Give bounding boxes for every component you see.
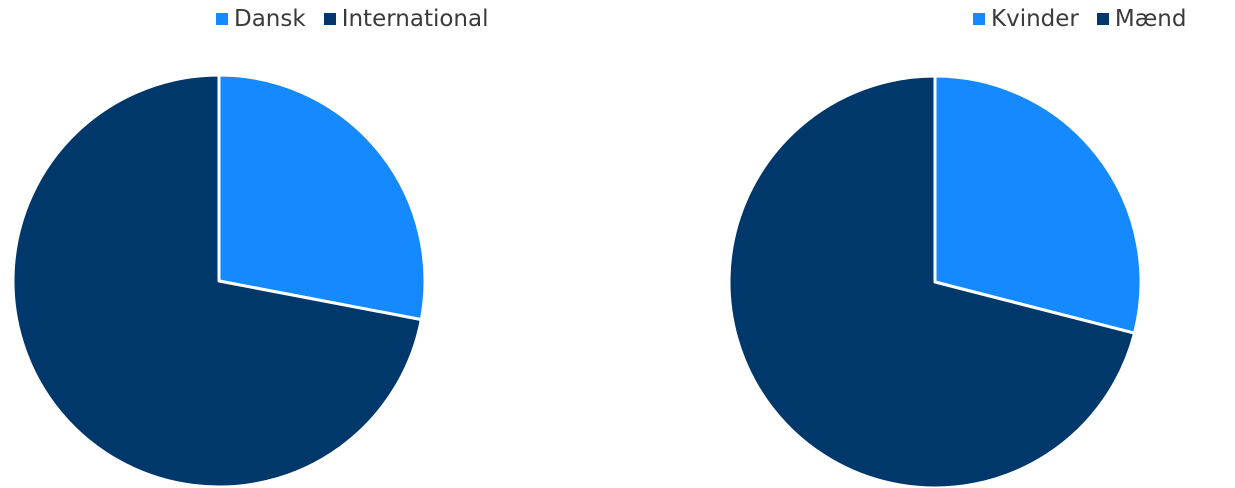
legend-swatch-maend [1096, 13, 1109, 25]
legend-swatch-dansk [216, 13, 228, 25]
legend-swatch-kvinder [973, 13, 985, 25]
pie-svg [11, 73, 427, 488]
pie-chart-gender: Kvinder Mænd [700, 0, 1235, 488]
pie-chart-nationality: Dansk International [0, 0, 560, 488]
legend: Dansk International [216, 6, 488, 32]
legend-label-international: International [341, 6, 489, 32]
legend-label-kvinder: Kvinder [991, 6, 1079, 32]
pie-slice-international [11, 73, 423, 488]
legend-label-maend: Mænd [1114, 6, 1187, 32]
legend-item-dansk: Dansk [216, 6, 306, 32]
pie-slice-m-nd [727, 74, 1137, 488]
legend-label-dansk: Dansk [234, 6, 306, 32]
legend-swatch-international [323, 13, 336, 25]
legend-item-maend: Mænd [1096, 6, 1187, 32]
pie-svg [727, 74, 1143, 488]
legend: Kvinder Mænd [973, 6, 1186, 32]
legend-item-international: International [323, 6, 489, 32]
pie-slice-dansk [217, 73, 427, 322]
pie-slice-kvinder [933, 74, 1143, 335]
legend-item-kvinder: Kvinder [973, 6, 1079, 32]
